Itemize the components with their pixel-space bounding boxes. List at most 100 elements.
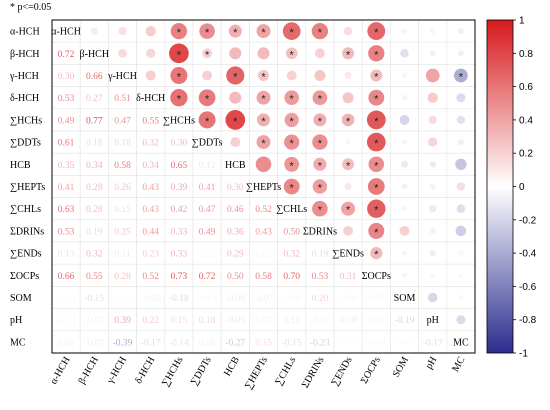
correlation-value: 0.05 <box>255 250 272 260</box>
correlation-circle <box>344 72 352 79</box>
correlation-circle <box>256 113 271 127</box>
correlation-value: 0.63 <box>58 205 75 215</box>
significance-star: * <box>205 49 210 61</box>
significance-star: * <box>177 94 182 106</box>
correlation-circle <box>402 28 407 34</box>
x-axis-label: SOM <box>391 355 411 379</box>
significance-star: * <box>261 116 266 128</box>
correlation-value: 0.05 <box>368 316 385 326</box>
correlation-value: -0.06 <box>141 294 161 304</box>
y-axis-label: γ-HCH <box>9 71 39 82</box>
correlation-circle <box>428 137 438 147</box>
correlation-circle <box>370 246 383 260</box>
correlation-value: -0.27 <box>225 338 245 348</box>
significance-star: * <box>233 72 238 84</box>
correlation-circle <box>401 160 408 168</box>
correlation-circle <box>341 201 356 216</box>
correlation-value: 0.39 <box>171 183 188 193</box>
significance-note: * p<=0.05 <box>10 2 52 13</box>
correlation-circle <box>342 92 354 104</box>
correlation-circle <box>312 134 328 150</box>
x-axis-label: β-HCH <box>77 355 101 386</box>
correlation-circle <box>457 50 464 57</box>
correlation-value: 0.47 <box>114 116 131 126</box>
correlation-circle <box>199 23 215 39</box>
significance-star: * <box>346 49 351 61</box>
correlation-circle <box>256 90 271 105</box>
correlation-value: -0.07 <box>254 294 274 304</box>
x-axis-label: ∑DDTs <box>189 355 214 387</box>
correlation-circle <box>368 156 385 173</box>
x-axis-label: pH <box>424 355 440 371</box>
correlation-circle <box>145 70 156 81</box>
correlation-value: 0.53 <box>58 94 75 104</box>
correlation-value: 0.42 <box>171 205 188 215</box>
correlation-circle <box>455 158 467 171</box>
correlation-circle <box>202 48 213 59</box>
correlation-value: -0.03 <box>56 316 76 326</box>
correlation-value: 0.15 <box>171 316 188 326</box>
correlation-value: -0.07 <box>84 316 104 326</box>
correlation-value: 0.29 <box>227 250 244 260</box>
diagonal-label: ΣOCPs <box>362 271 391 282</box>
correlation-value: -0.03 <box>56 294 76 304</box>
correlation-circle <box>455 225 467 237</box>
correlation-value: 0.07 <box>255 316 272 326</box>
correlation-circle <box>284 90 299 105</box>
colorbar-tick-label: -0.8 <box>519 315 537 326</box>
correlation-value: 0.36 <box>227 227 244 237</box>
x-axis-label: ∑ENDs <box>329 355 354 388</box>
correlation-circle <box>401 95 408 101</box>
significance-star: * <box>346 205 351 217</box>
correlation-value: -0.04 <box>338 294 358 304</box>
correlation-value: -0.39 <box>113 338 133 348</box>
correlation-value: 0.65 <box>171 161 188 171</box>
diagonal-label: SOM <box>394 293 416 304</box>
correlation-circle <box>368 89 385 106</box>
significance-star: * <box>290 27 295 39</box>
correlation-value: 0.27 <box>86 94 103 104</box>
correlation-value: 0.30 <box>171 139 188 149</box>
correlation-value: 0.70 <box>283 272 300 282</box>
correlation-value: 0.41 <box>58 183 75 193</box>
correlation-value: 0.66 <box>86 72 103 82</box>
significance-star: * <box>374 205 379 217</box>
correlation-circle <box>169 43 189 64</box>
y-axis-label: α-HCH <box>10 27 40 38</box>
correlation-value: -0.17 <box>141 338 161 348</box>
y-axis-label: ∑HEPTs <box>10 182 45 193</box>
correlation-value: 0.26 <box>114 183 131 193</box>
correlation-value: -0.18 <box>169 294 189 304</box>
correlation-circle <box>458 250 464 256</box>
colorbar-tick-label: -0.2 <box>519 215 537 226</box>
correlation-circle <box>402 206 407 212</box>
x-axis-label: γ-HCH <box>105 355 129 386</box>
correlation-value: 0.28 <box>114 272 131 282</box>
correlation-value: 0.34 <box>86 161 103 171</box>
correlation-circle <box>454 68 468 83</box>
significance-star: * <box>233 27 238 39</box>
correlation-circle <box>367 178 385 195</box>
diagonal-label: γ-HCH <box>107 71 137 82</box>
correlation-circle <box>230 137 241 148</box>
x-axis-label: ΣDRINs <box>300 355 327 390</box>
correlation-circle <box>457 27 465 35</box>
x-axis-label: MC <box>450 355 467 374</box>
colorbar-tick-label: -0.4 <box>519 249 537 260</box>
correlation-circle <box>345 139 351 145</box>
correlation-circle <box>342 158 355 171</box>
y-axis-label: MC <box>10 337 26 348</box>
correlation-circle <box>428 115 437 125</box>
correlation-value: 0.28 <box>86 205 103 215</box>
diagonal-label: ∑CHLs <box>276 204 307 215</box>
correlation-value: 0.51 <box>114 94 131 104</box>
correlation-value: 0.30 <box>58 72 75 82</box>
correlation-value: -0.17 <box>423 338 443 348</box>
significance-star: * <box>261 94 266 106</box>
correlation-value: 0.55 <box>142 116 159 126</box>
significance-star: * <box>205 116 210 128</box>
correlation-value: -0.23 <box>310 338 330 348</box>
correlation-value: 0.49 <box>199 227 216 237</box>
correlation-value: 0.50 <box>227 272 244 282</box>
correlation-circle <box>226 66 245 85</box>
